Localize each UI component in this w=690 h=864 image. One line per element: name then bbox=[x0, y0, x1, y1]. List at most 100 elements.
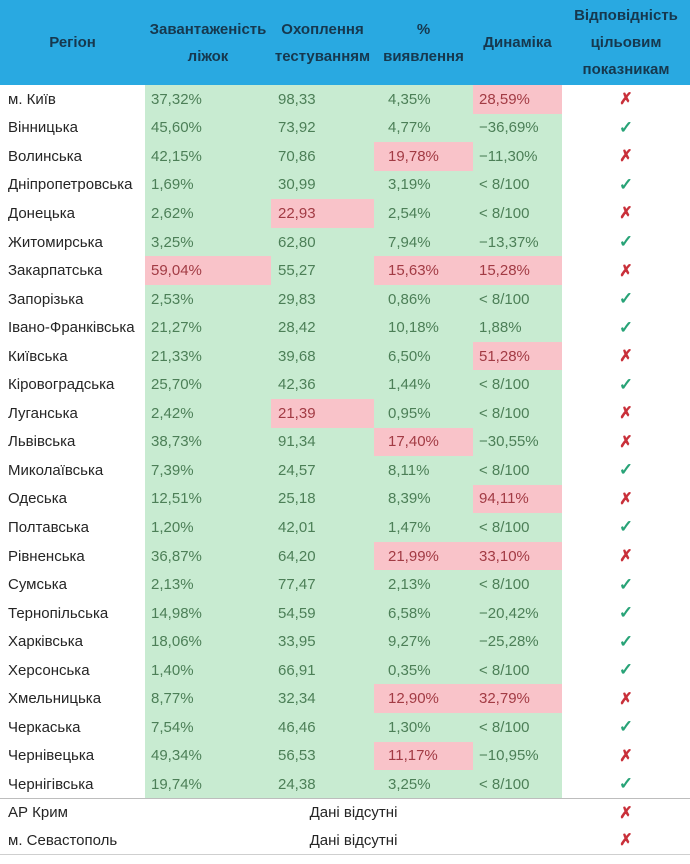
testing-cell: 29,83 bbox=[271, 284, 374, 314]
beds-cell: 18,06% bbox=[145, 627, 271, 656]
status-cell: ✓ bbox=[562, 170, 690, 200]
dynamics-cell: 15,28% bbox=[473, 256, 562, 285]
status-cell: ✓ bbox=[562, 313, 690, 342]
detection-cell: 0,86% bbox=[374, 284, 473, 314]
status-cell: ✗ bbox=[562, 142, 690, 171]
header-cell-region: Регіон bbox=[0, 0, 145, 85]
testing-cell: 42,01 bbox=[271, 513, 374, 542]
table-row: Кіровоградська 25,70% 42,36 1,44% < 8/100 ✓ bbox=[0, 370, 690, 400]
beds-cell: 36,87% bbox=[145, 541, 271, 571]
dynamics-cell: 51,28% bbox=[473, 341, 562, 371]
check-icon: ✓ bbox=[618, 460, 634, 480]
check-icon: ✓ bbox=[618, 232, 634, 251]
region-cell: Дніпропетровська bbox=[0, 170, 145, 200]
table-row: Чернівецька 49,34% 56,53 11,17% −10,95% ✗ bbox=[0, 741, 690, 771]
testing-cell: 28,42 bbox=[271, 313, 374, 342]
status-cell: ✓ bbox=[562, 655, 690, 685]
cross-icon: ✗ bbox=[619, 690, 633, 708]
table-row: Івано-Франківська 21,27% 28,42 10,18% 1,88% ✓ bbox=[0, 313, 690, 342]
dynamics-cell: < 8/100 bbox=[473, 570, 562, 599]
detection-cell: 0,95% bbox=[374, 399, 473, 428]
status-cell: ✗ bbox=[562, 199, 690, 228]
cross-icon: ✗ bbox=[619, 804, 633, 822]
status-cell: ✓ bbox=[562, 770, 690, 800]
detection-cell: 1,47% bbox=[374, 513, 473, 542]
beds-cell: 19,74% bbox=[145, 770, 271, 800]
header-cell-detection: % виявлення bbox=[374, 0, 473, 85]
table-row: Рівненська 36,87% 64,20 21,99% 33,10% ✗ bbox=[0, 541, 690, 571]
detection-cell: 8,11% bbox=[374, 456, 473, 485]
header-row: Регіон Завантаженість ліжок Охоплення тестув… bbox=[0, 0, 690, 85]
table-row: Житомирська 3,25% 62,80 7,94% −13,37% ✓ bbox=[0, 227, 690, 257]
dynamics-cell: 33,10% bbox=[473, 541, 562, 571]
status-cell: ✗ bbox=[562, 399, 690, 428]
detection-cell: 2,54% bbox=[374, 199, 473, 228]
cross-icon: ✗ bbox=[619, 490, 633, 508]
status-cell: ✓ bbox=[562, 227, 690, 257]
table-row: Київська 21,33% 39,68 6,50% 51,28% ✗ bbox=[0, 341, 690, 371]
status-cell: ✓ bbox=[562, 627, 690, 656]
check-icon: ✓ bbox=[618, 317, 634, 337]
beds-cell: 42,15% bbox=[145, 142, 271, 171]
table-row: Сумська 2,13% 77,47 2,13% < 8/100 ✓ bbox=[0, 570, 690, 599]
detection-cell: 11,17% bbox=[374, 741, 473, 771]
beds-cell: 2,62% bbox=[145, 199, 271, 228]
dynamics-cell: < 8/100 bbox=[473, 655, 562, 685]
beds-cell: 3,25% bbox=[145, 227, 271, 257]
detection-cell: 2,13% bbox=[374, 570, 473, 599]
detection-cell: 3,25% bbox=[374, 770, 473, 800]
testing-cell: 91,34 bbox=[271, 427, 374, 457]
status-cell: ✗ bbox=[562, 85, 690, 114]
region-cell: Полтавська bbox=[0, 513, 145, 542]
dynamics-cell: < 8/100 bbox=[473, 513, 562, 542]
dynamics-cell: −11,30% bbox=[473, 142, 562, 171]
cross-icon: ✗ bbox=[619, 832, 633, 850]
status-cell: ✓ bbox=[562, 370, 690, 400]
table-header: Регіон Завантаженість ліжок Охоплення тестув… bbox=[0, 0, 690, 85]
detection-cell: 1,30% bbox=[374, 713, 473, 742]
table-row: Чернігівська 19,74% 24,38 3,25% < 8/100 ✓ bbox=[0, 770, 690, 800]
detection-cell: 7,94% bbox=[374, 227, 473, 257]
detection-cell: 12,90% bbox=[374, 684, 473, 714]
cross-icon: ✗ bbox=[619, 91, 633, 109]
dynamics-cell: < 8/100 bbox=[473, 199, 562, 228]
detection-cell: 1,44% bbox=[374, 370, 473, 400]
cross-icon: ✗ bbox=[619, 433, 633, 451]
detection-cell: 0,35% bbox=[374, 655, 473, 685]
region-cell: Черкаська bbox=[0, 713, 145, 742]
testing-cell: 24,38 bbox=[271, 770, 374, 800]
check-icon: ✓ bbox=[618, 517, 634, 537]
check-icon: ✓ bbox=[618, 631, 634, 651]
testing-cell: 66,91 bbox=[271, 655, 374, 685]
detection-cell: 15,63% bbox=[374, 256, 473, 285]
header-label: % bbox=[416, 20, 431, 38]
table-row: Львівська 38,73% 91,34 17,40% −30,55% ✗ bbox=[0, 427, 690, 457]
region-cell: м. Севастополь bbox=[0, 826, 145, 856]
testing-cell: 55,27 bbox=[271, 256, 374, 285]
region-cell: Волинська bbox=[0, 142, 145, 171]
status-cell: ✗ bbox=[562, 684, 690, 714]
beds-cell: 1,40% bbox=[145, 655, 271, 685]
header-cell-dynamics: Динаміка bbox=[473, 0, 562, 85]
cross-icon: ✗ bbox=[619, 262, 633, 280]
region-cell: Івано-Франківська bbox=[0, 313, 145, 342]
no-data-cell: Дані відсутні bbox=[145, 798, 562, 827]
region-cell: Хмельницька bbox=[0, 684, 145, 714]
beds-cell: 59,04% bbox=[145, 256, 271, 285]
table-row: Закарпатська 59,04% 55,27 15,63% 15,28% ✗ bbox=[0, 256, 690, 285]
no-data-cell: Дані відсутні bbox=[145, 826, 562, 856]
region-cell: Чернівецька bbox=[0, 741, 145, 771]
table-row: Луганська 2,42% 21,39 0,95% < 8/100 ✗ bbox=[0, 399, 690, 428]
testing-cell: 77,47 bbox=[271, 570, 374, 599]
region-cell: Одеська bbox=[0, 484, 145, 514]
detection-cell: 17,40% bbox=[374, 427, 473, 457]
beds-cell: 7,54% bbox=[145, 713, 271, 742]
table-row: Тернопільська 14,98% 54,59 6,58% −20,42% ✓ bbox=[0, 598, 690, 628]
status-cell: ✗ bbox=[562, 541, 690, 571]
region-cell: Чернігівська bbox=[0, 770, 145, 800]
beds-cell: 21,33% bbox=[145, 341, 271, 371]
testing-cell: 39,68 bbox=[271, 341, 374, 371]
testing-cell: 54,59 bbox=[271, 598, 374, 628]
testing-cell: 42,36 bbox=[271, 370, 374, 400]
testing-cell: 22,93 bbox=[271, 199, 374, 228]
